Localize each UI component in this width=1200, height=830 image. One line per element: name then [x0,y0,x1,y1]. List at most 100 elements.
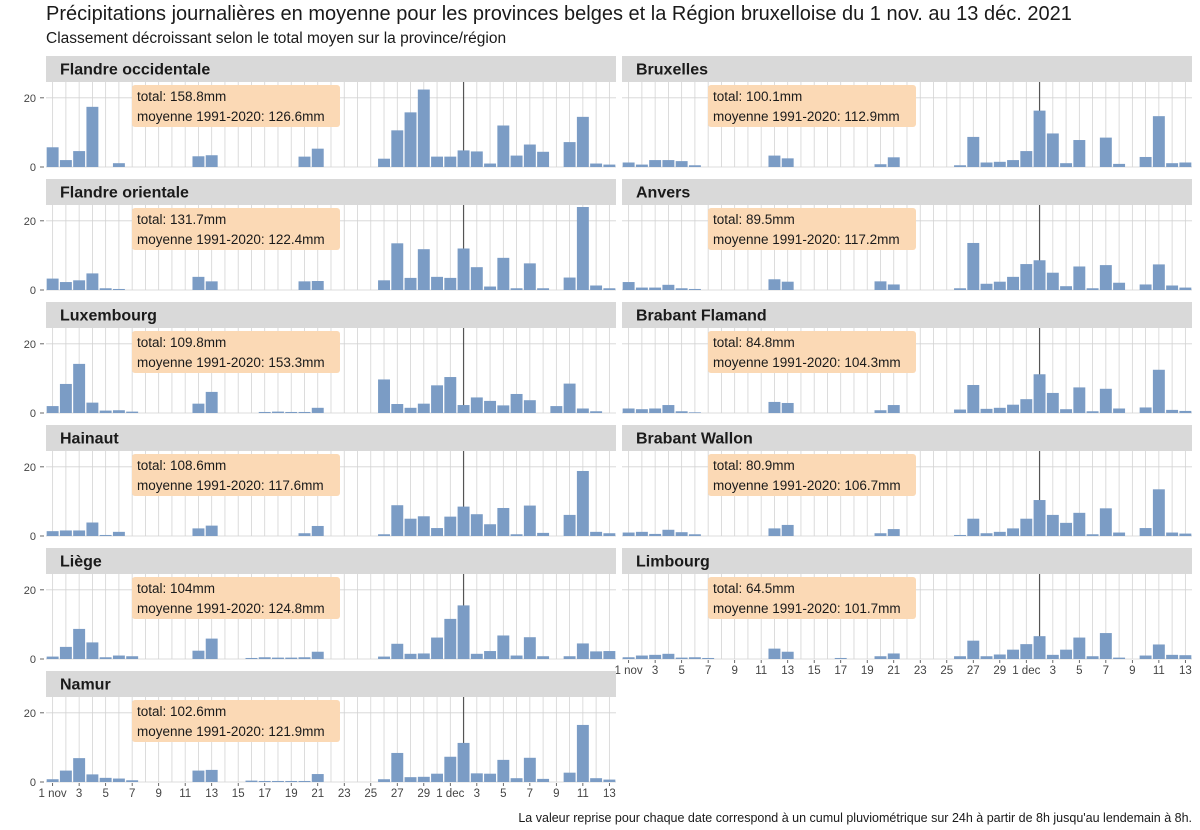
annotation-total: total: 84.8mm [713,335,795,350]
bar [1113,163,1126,167]
bar [1099,388,1112,413]
bar [457,150,470,167]
bar [1139,156,1152,167]
bar [470,653,483,659]
bar [1007,528,1020,536]
bar [59,530,72,536]
bar [622,408,635,413]
bar [272,411,284,413]
bar [192,650,205,659]
bar [457,248,470,290]
annotation-total: total: 108.6mm [137,458,226,473]
bar [205,155,218,167]
bar [311,407,324,413]
bar [470,151,483,167]
bar [431,637,444,659]
bar [688,412,701,413]
bar [993,654,1006,659]
bar [576,116,589,167]
bar [523,757,536,782]
facet-label: Bruxelles [636,62,708,79]
x-tick-label: 13 [781,665,794,677]
bar [675,288,688,290]
bar [980,162,993,167]
bar [781,651,794,659]
bar [378,534,390,536]
bar [1113,282,1126,290]
bar [563,514,576,536]
bar [298,657,311,659]
bar [563,656,576,659]
bar [457,605,470,659]
x-tick-label: 15 [232,788,245,800]
bar [59,646,72,659]
bar [1152,644,1165,659]
facet-panel: Bruxelles total: 100.1mm moyenne 1991-2020… [622,56,1192,168]
bar [86,402,99,413]
bar [417,653,430,659]
bar [1086,411,1099,413]
bar [298,156,311,167]
x-tick-label: 29 [993,665,1006,677]
annotation-normal: moyenne 1991-2020: 121.9mm [137,724,325,739]
bar [590,411,603,413]
bar [404,653,417,659]
bar [126,656,139,659]
facet-strip [622,425,1192,451]
bar [1099,265,1112,290]
facet-strip [46,179,616,205]
x-tick-label: 9 [1129,665,1135,677]
bar [1113,532,1126,536]
bar [1086,656,1099,659]
bar [635,531,648,536]
bar [649,533,662,536]
x-tick-label: 9 [553,788,559,800]
bar [99,288,112,290]
bar [1166,532,1179,536]
bar [510,393,523,413]
annotation-total: total: 109.8mm [137,335,226,350]
bar [457,742,470,782]
facet-label: Brabant Flamand [636,308,767,325]
facet-label: Namur [60,677,111,694]
bar [470,514,483,536]
bar [484,400,497,413]
bar [603,164,616,167]
bar [576,470,589,536]
bar [1166,654,1179,659]
facet-panel: Brabant Wallon total: 80.9mm moyenne 1991-… [622,425,1192,537]
bar [662,529,675,536]
bar [1060,409,1073,413]
bar [649,287,662,290]
bar [662,405,675,413]
bar [46,779,59,782]
chart-caption: La valeur reprise pour chaque date corre… [518,811,1192,825]
bar [675,161,688,167]
bar [622,657,635,659]
annotation-box [132,577,340,619]
x-tick-label: 5 [500,788,506,800]
bar [954,288,966,290]
bar [980,533,993,536]
bar [404,518,417,536]
bar [470,397,483,413]
x-tick-label: 5 [678,665,684,677]
bar [73,280,86,290]
bar [205,525,218,536]
x-tick-label: 17 [834,665,847,677]
x-tick-label: 27 [391,788,404,800]
bar [603,533,616,536]
bar [311,651,324,659]
y-tick-label: 0 [30,162,36,174]
y-tick-label: 0 [30,285,36,297]
bar [1046,654,1059,659]
bar [391,752,404,782]
bar [688,288,701,290]
bar [1099,633,1112,659]
annotation-normal: moyenne 1991-2020: 117.2mm [713,232,900,247]
annotation-normal: moyenne 1991-2020: 112.9mm [713,109,900,124]
y-tick-label: 20 [24,339,36,351]
bar [781,158,794,167]
bar [1046,392,1059,413]
bar [622,162,635,167]
